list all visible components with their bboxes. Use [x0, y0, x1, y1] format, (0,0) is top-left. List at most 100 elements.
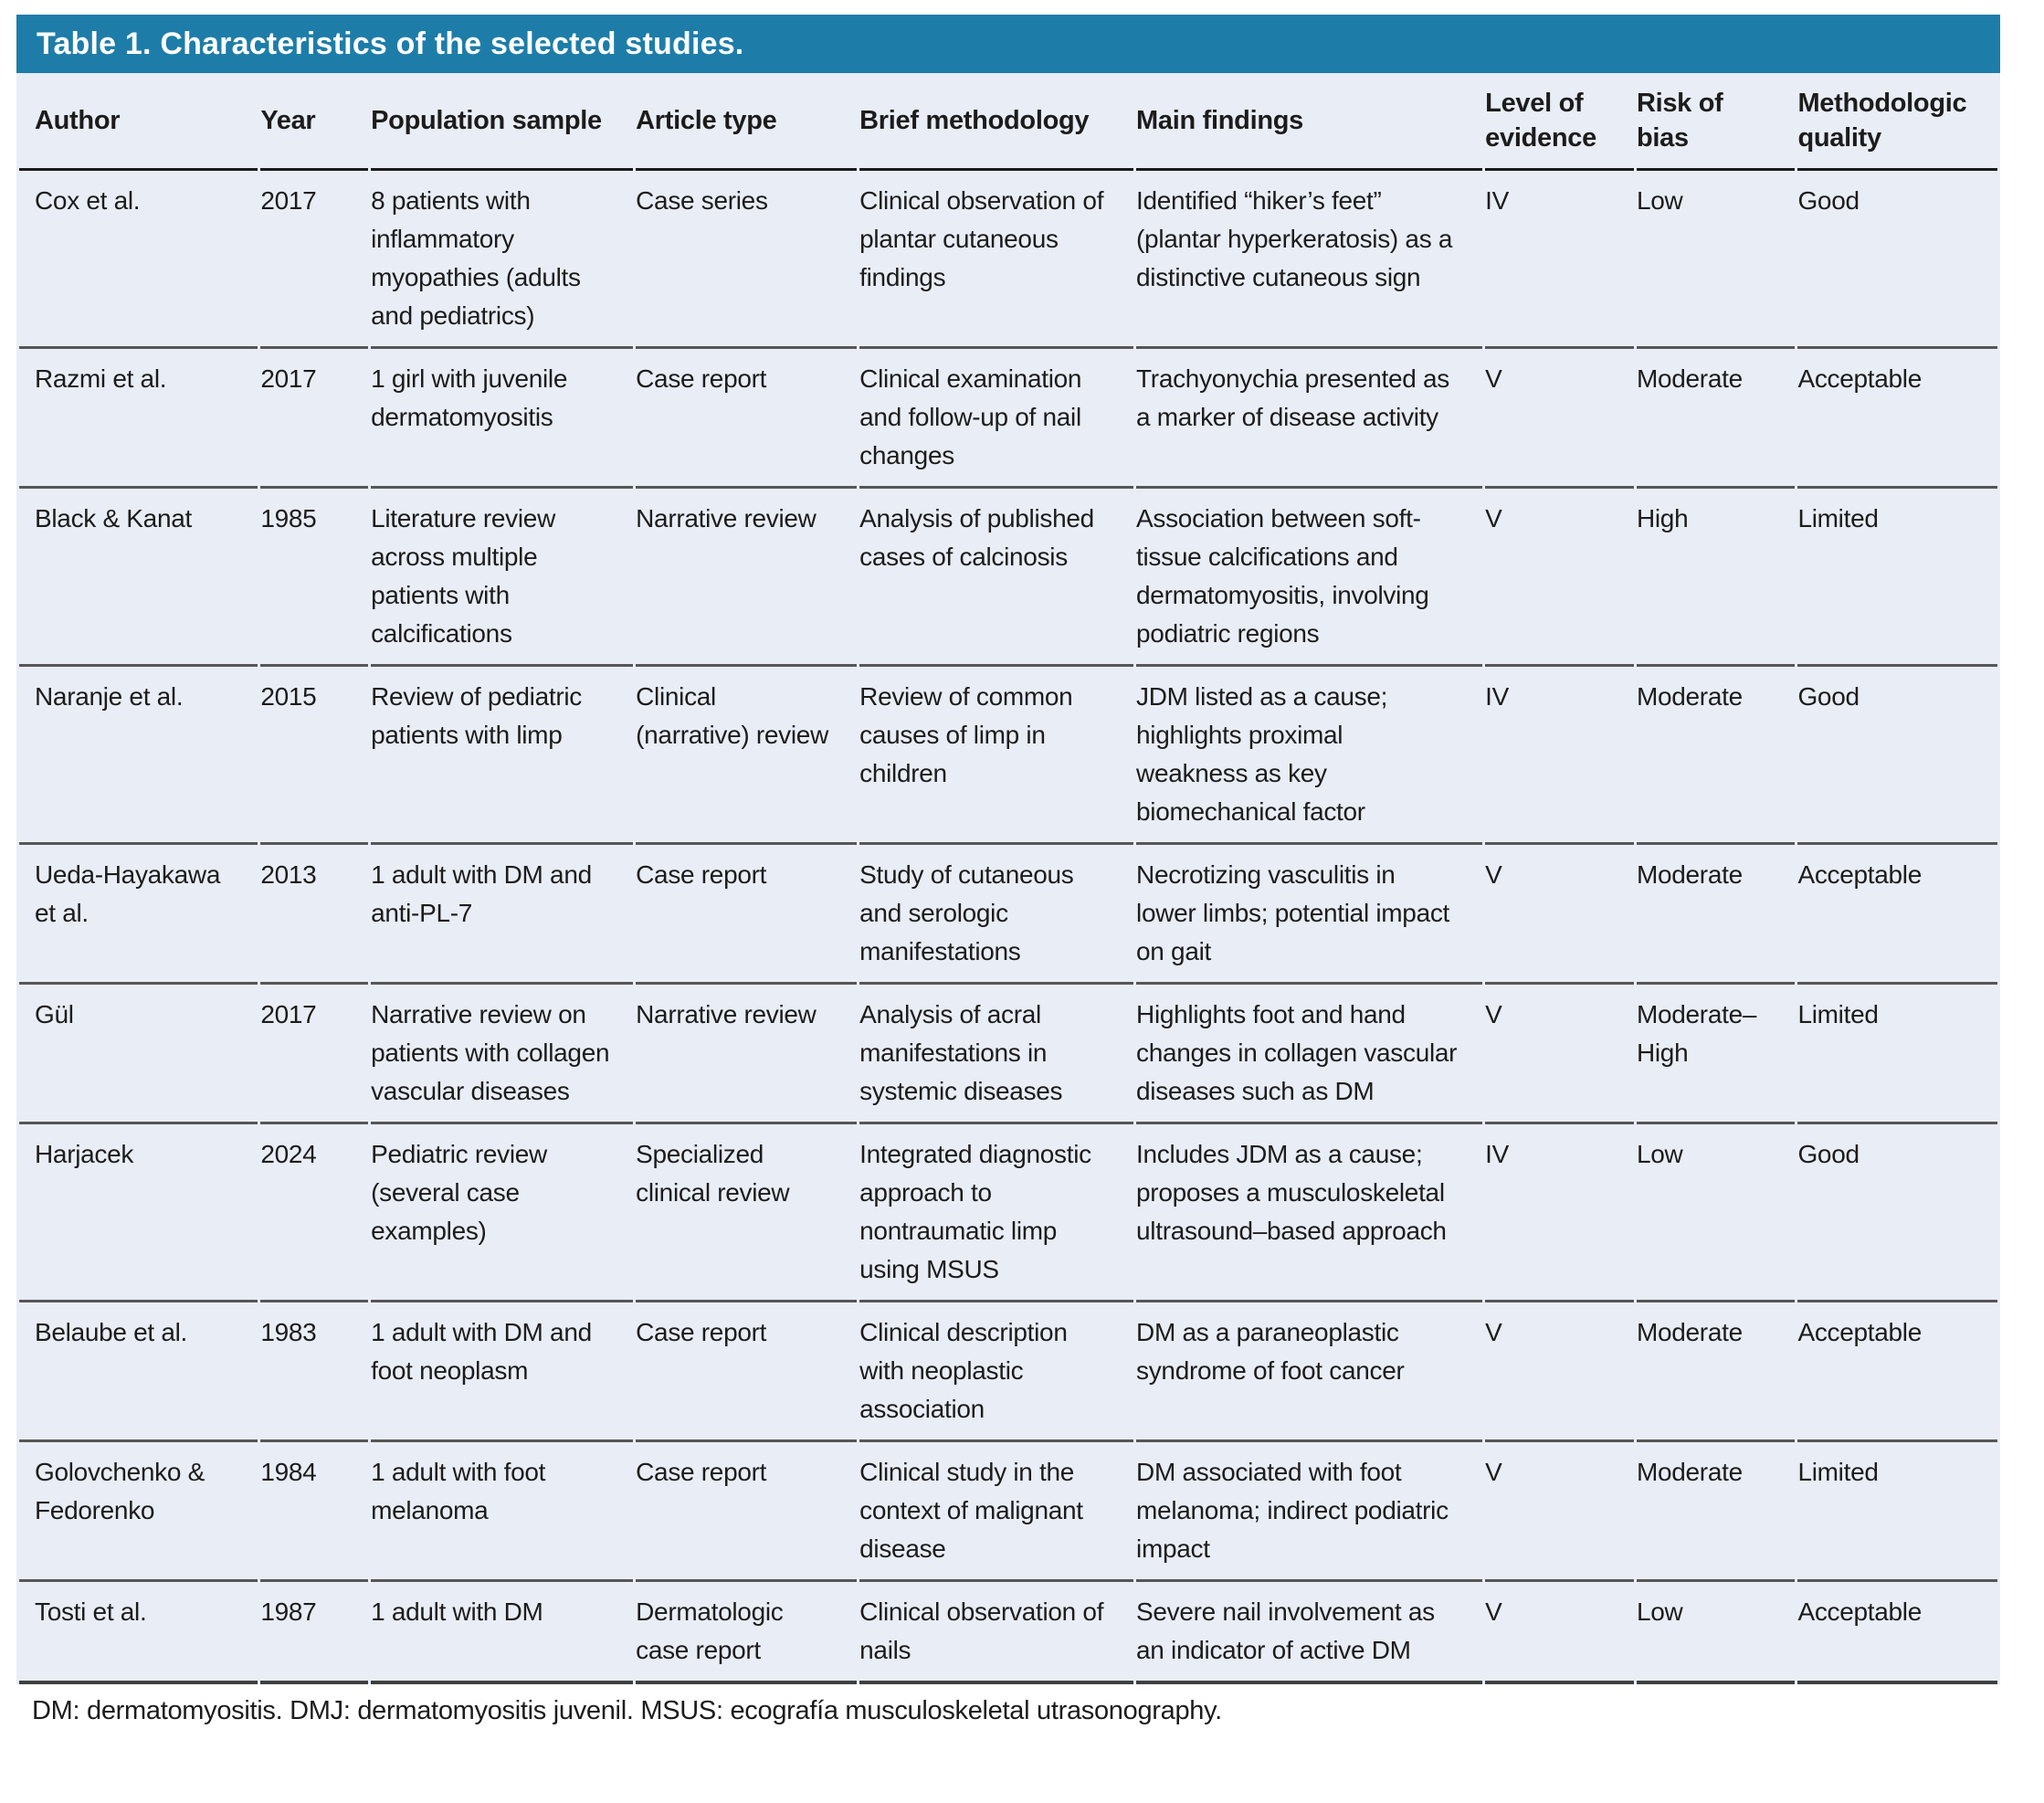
cell-quality: Limited	[1797, 1442, 1997, 1582]
cell-evidence: IV	[1485, 667, 1634, 845]
cell-findings: Includes JDM as a cause; proposes a musc…	[1136, 1124, 1483, 1302]
cell-year: 2017	[260, 985, 369, 1124]
table-row: Harjacek 2024 Pediatric review (several …	[19, 1124, 1997, 1302]
column-header-author: Author	[19, 73, 258, 171]
cell-findings: Trachyonychia presented as a marker of d…	[1136, 349, 1483, 489]
cell-findings: Severe nail involvement as an indicator …	[1136, 1582, 1483, 1684]
cell-evidence: V	[1485, 489, 1634, 667]
column-header-brief-methodology: Brief methodology	[859, 73, 1134, 171]
cell-author: Naranje et al.	[19, 667, 258, 845]
cell-methodology: Clinical study in the context of maligna…	[859, 1442, 1134, 1582]
cell-population: 1 girl with juvenile dermatomyositis	[371, 349, 634, 489]
cell-author: Ueda-Hayakawa et al.	[19, 845, 258, 985]
table-header: Author Year Population sample Article ty…	[19, 73, 1997, 171]
table-row: Belaube et al. 1983 1 adult with DM and …	[19, 1302, 1997, 1442]
cell-bias: Moderate	[1636, 1442, 1796, 1582]
table-figure: Table 1. Characteristics of the selected…	[16, 15, 2000, 1726]
cell-methodology: Review of common causes of limp in child…	[859, 667, 1134, 845]
cell-author: Golovchenko & Fedorenko	[19, 1442, 258, 1582]
cell-findings: Association between soft-tissue calcific…	[1136, 489, 1483, 667]
cell-author: Tosti et al.	[19, 1582, 258, 1684]
cell-findings: DM as a paraneoplastic syndrome of foot …	[1136, 1302, 1483, 1442]
cell-article-type: Case report	[636, 845, 858, 985]
cell-year: 1983	[260, 1302, 369, 1442]
cell-methodology: Clinical description with neoplastic ass…	[859, 1302, 1134, 1442]
cell-year: 2017	[260, 171, 369, 349]
column-header-level-of-evidence: Level of evidence	[1485, 73, 1634, 171]
cell-evidence: V	[1485, 349, 1634, 489]
table-row: Razmi et al. 2017 1 girl with juvenile d…	[19, 349, 1997, 489]
cell-population: Literature review across multiple patien…	[371, 489, 634, 667]
cell-year: 1985	[260, 489, 369, 667]
header-row: Author Year Population sample Article ty…	[19, 73, 1997, 171]
cell-methodology: Clinical examination and follow-up of na…	[859, 349, 1134, 489]
cell-quality: Limited	[1797, 489, 1997, 667]
cell-population: 1 adult with DM and anti-PL-7	[371, 845, 634, 985]
cell-population: Review of pediatric patients with limp	[371, 667, 634, 845]
cell-article-type: Case report	[636, 349, 858, 489]
table-title: Table 1. Characteristics of the selected…	[37, 26, 744, 61]
cell-author: Harjacek	[19, 1124, 258, 1302]
cell-methodology: Clinical observation of nails	[859, 1582, 1134, 1684]
cell-year: 2015	[260, 667, 369, 845]
cell-article-type: Case series	[636, 171, 858, 349]
cell-article-type: Dermatologic case report	[636, 1582, 858, 1684]
cell-population: Narrative review on patients with collag…	[371, 985, 634, 1124]
column-header-population-sample: Population sample	[371, 73, 634, 171]
cell-quality: Good	[1797, 1124, 1997, 1302]
cell-author: Razmi et al.	[19, 349, 258, 489]
cell-methodology: Analysis of acral manifestations in syst…	[859, 985, 1134, 1124]
cell-findings: Identified “hiker’s feet” (plantar hyper…	[1136, 171, 1483, 349]
cell-article-type: Specialized clinical review	[636, 1124, 858, 1302]
cell-year: 1987	[260, 1582, 369, 1684]
table-row: Golovchenko & Fedorenko 1984 1 adult wit…	[19, 1442, 1997, 1582]
cell-findings: JDM listed as a cause; highlights proxim…	[1136, 667, 1483, 845]
cell-bias: Moderate	[1636, 1302, 1796, 1442]
table-row: Naranje et al. 2015 Review of pediatric …	[19, 667, 1997, 845]
cell-bias: High	[1636, 489, 1796, 667]
cell-evidence: IV	[1485, 1124, 1634, 1302]
cell-year: 2017	[260, 349, 369, 489]
cell-bias: Moderate	[1636, 667, 1796, 845]
cell-author: Cox et al.	[19, 171, 258, 349]
cell-population: 8 patients with inflammatory myopathies …	[371, 171, 634, 349]
cell-methodology: Analysis of published cases of calcinosi…	[859, 489, 1134, 667]
cell-findings: DM associated with foot melanoma; indire…	[1136, 1442, 1483, 1582]
cell-evidence: V	[1485, 845, 1634, 985]
cell-article-type: Case report	[636, 1302, 858, 1442]
cell-bias: Moderate	[1636, 845, 1796, 985]
cell-methodology: Clinical observation of plantar cutaneou…	[859, 171, 1134, 349]
cell-population: 1 adult with DM	[371, 1582, 634, 1684]
cell-evidence: V	[1485, 1582, 1634, 1684]
column-header-risk-of-bias: Risk of bias	[1636, 73, 1796, 171]
cell-population: 1 adult with foot melanoma	[371, 1442, 634, 1582]
cell-quality: Acceptable	[1797, 1302, 1997, 1442]
cell-bias: Low	[1636, 171, 1796, 349]
cell-evidence: IV	[1485, 171, 1634, 349]
cell-year: 2013	[260, 845, 369, 985]
cell-quality: Acceptable	[1797, 349, 1997, 489]
cell-quality: Good	[1797, 667, 1997, 845]
cell-evidence: V	[1485, 985, 1634, 1124]
table-row: Tosti et al. 1987 1 adult with DM Dermat…	[19, 1582, 1997, 1684]
table-row: Ueda-Hayakawa et al. 2013 1 adult with D…	[19, 845, 1997, 985]
cell-article-type: Clinical (narrative) review	[636, 667, 858, 845]
cell-bias: Low	[1636, 1124, 1796, 1302]
cell-evidence: V	[1485, 1442, 1634, 1582]
cell-year: 1984	[260, 1442, 369, 1582]
cell-author: Belaube et al.	[19, 1302, 258, 1442]
cell-methodology: Study of cutaneous and serologic manifes…	[859, 845, 1134, 985]
cell-bias: Moderate	[1636, 349, 1796, 489]
table-body: Cox et al. 2017 8 patients with inflamma…	[19, 171, 1997, 1684]
column-header-article-type: Article type	[636, 73, 858, 171]
cell-bias: Moderate–High	[1636, 985, 1796, 1124]
cell-bias: Low	[1636, 1582, 1796, 1684]
table-row: Cox et al. 2017 8 patients with inflamma…	[19, 171, 1997, 349]
cell-article-type: Narrative review	[636, 985, 858, 1124]
column-header-year: Year	[260, 73, 369, 171]
cell-findings: Highlights foot and hand changes in coll…	[1136, 985, 1483, 1124]
table-row: Gül 2017 Narrative review on patients wi…	[19, 985, 1997, 1124]
cell-evidence: V	[1485, 1302, 1634, 1442]
cell-quality: Limited	[1797, 985, 1997, 1124]
cell-quality: Good	[1797, 171, 1997, 349]
